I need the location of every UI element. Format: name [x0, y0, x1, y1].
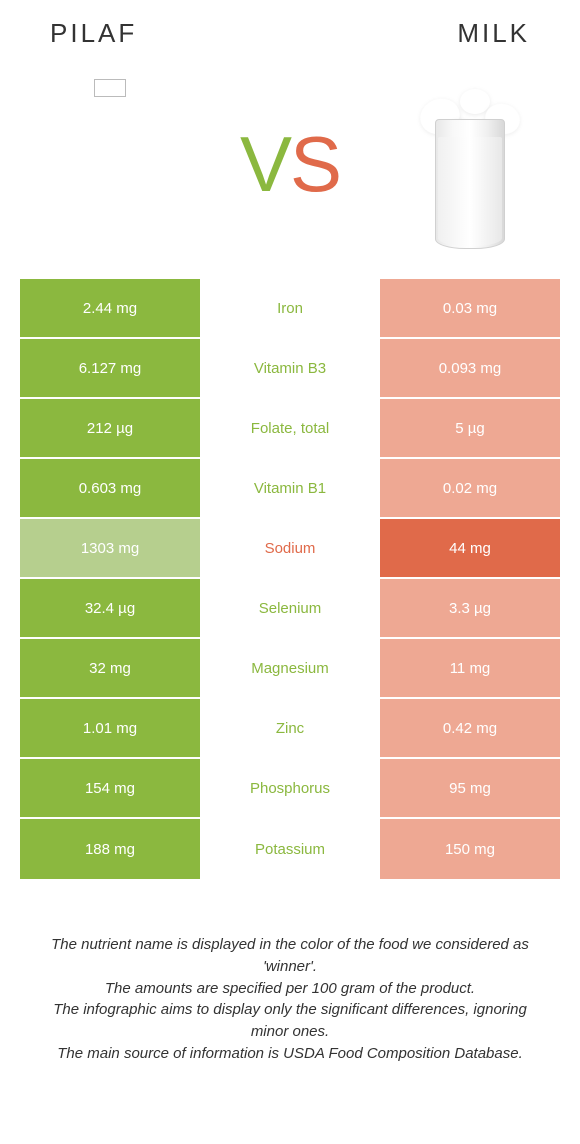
left-value-cell: 2.44 mg: [20, 279, 200, 337]
table-row: 6.127 mgVitamin B30.093 mg: [20, 339, 560, 399]
right-value-cell: 0.093 mg: [380, 339, 560, 397]
left-value-cell: 188 mg: [20, 819, 200, 879]
nutrient-label-cell: Magnesium: [200, 639, 380, 697]
milk-glass-icon: [405, 79, 535, 249]
nutrient-label-cell: Sodium: [200, 519, 380, 577]
footnote-line: The amounts are specified per 100 gram o…: [40, 978, 540, 1000]
footnote-line: The infographic aims to display only the…: [40, 999, 540, 1043]
left-value-cell: 6.127 mg: [20, 339, 200, 397]
footnote-line: The main source of information is USDA F…: [40, 1043, 540, 1065]
right-value-cell: 5 µg: [380, 399, 560, 457]
right-value-cell: 3.3 µg: [380, 579, 560, 637]
footnote-line: The nutrient name is displayed in the co…: [40, 934, 540, 978]
vs-label: VS: [240, 119, 340, 210]
table-row: 1.01 mgZinc0.42 mg: [20, 699, 560, 759]
left-value-cell: 32 mg: [20, 639, 200, 697]
table-row: 32.4 µgSelenium3.3 µg: [20, 579, 560, 639]
nutrient-label-cell: Iron: [200, 279, 380, 337]
table-row: 154 mgPhosphorus95 mg: [20, 759, 560, 819]
right-food-image: [390, 64, 550, 264]
nutrient-label-cell: Selenium: [200, 579, 380, 637]
left-value-cell: 0.603 mg: [20, 459, 200, 517]
right-value-cell: 11 mg: [380, 639, 560, 697]
table-row: 2.44 mgIron0.03 mg: [20, 279, 560, 339]
right-value-cell: 0.02 mg: [380, 459, 560, 517]
images-row: VS: [20, 59, 560, 269]
left-food-image: [30, 74, 190, 254]
table-row: 188 mgPotassium150 mg: [20, 819, 560, 879]
vs-s-letter: S: [290, 120, 340, 208]
left-value-cell: 212 µg: [20, 399, 200, 457]
infographic-container: PILAF MILK VS 2.44: [0, 0, 580, 1085]
left-value-cell: 154 mg: [20, 759, 200, 817]
nutrient-label-cell: Vitamin B1: [200, 459, 380, 517]
nutrient-label-cell: Zinc: [200, 699, 380, 757]
nutrient-comparison-table: 2.44 mgIron0.03 mg6.127 mgVitamin B30.09…: [20, 279, 560, 879]
nutrient-label-cell: Vitamin B3: [200, 339, 380, 397]
right-value-cell: 0.03 mg: [380, 279, 560, 337]
right-value-cell: 0.42 mg: [380, 699, 560, 757]
left-value-cell: 1.01 mg: [20, 699, 200, 757]
left-food-title: PILAF: [50, 18, 137, 49]
nutrient-label-cell: Potassium: [200, 819, 380, 879]
vs-v-letter: V: [240, 120, 290, 208]
right-value-cell: 44 mg: [380, 519, 560, 577]
right-food-title: MILK: [457, 18, 530, 49]
right-value-cell: 150 mg: [380, 819, 560, 879]
table-row: 212 µgFolate, total5 µg: [20, 399, 560, 459]
nutrient-label-cell: Phosphorus: [200, 759, 380, 817]
table-row: 32 mgMagnesium11 mg: [20, 639, 560, 699]
left-value-cell: 32.4 µg: [20, 579, 200, 637]
right-value-cell: 95 mg: [380, 759, 560, 817]
nutrient-label-cell: Folate, total: [200, 399, 380, 457]
footnotes: The nutrient name is displayed in the co…: [20, 934, 560, 1065]
header-row: PILAF MILK: [20, 18, 560, 49]
left-value-cell: 1303 mg: [20, 519, 200, 577]
table-row: 0.603 mgVitamin B10.02 mg: [20, 459, 560, 519]
placeholder-icon: [94, 79, 126, 97]
table-row: 1303 mgSodium44 mg: [20, 519, 560, 579]
